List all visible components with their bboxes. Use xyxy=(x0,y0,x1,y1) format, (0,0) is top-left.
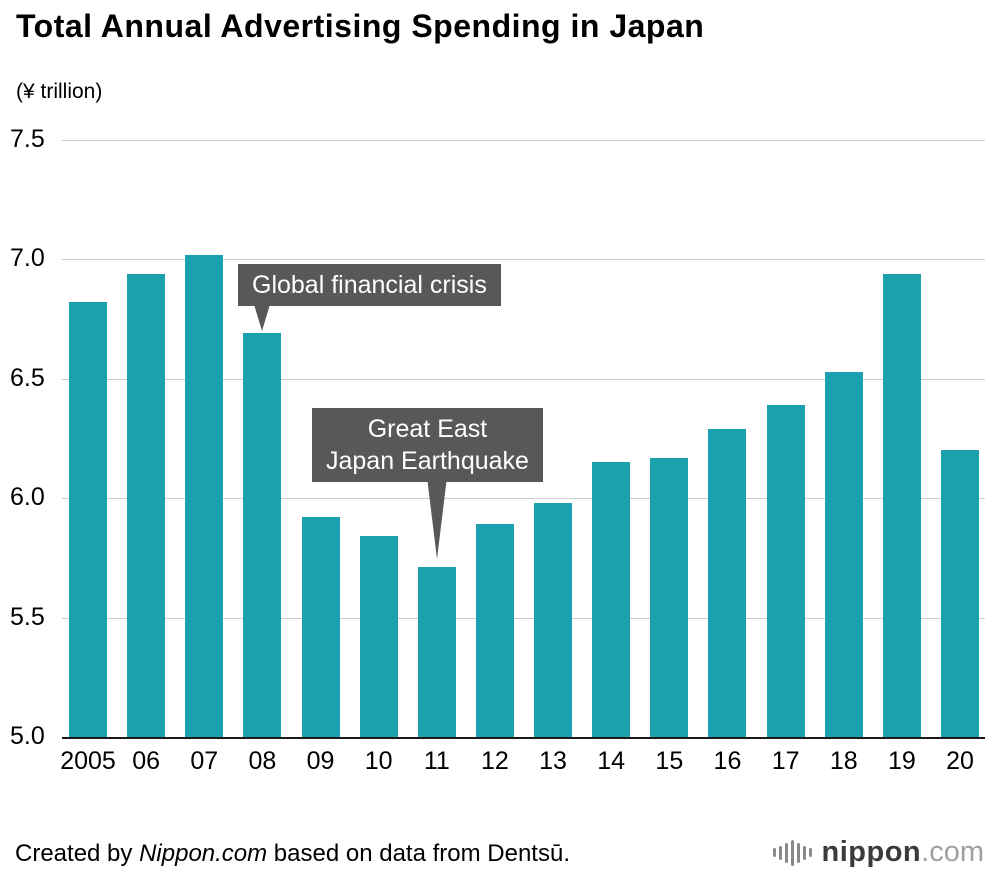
x-axis-tick-label: 10 xyxy=(364,747,393,775)
bar-2005 xyxy=(69,302,107,737)
x-axis-tick-label: 14 xyxy=(597,747,626,775)
credit-suffix: based on data from Dentsū. xyxy=(267,840,570,867)
annotation-crisis-label: Global financial crisis xyxy=(252,271,487,299)
bar-18 xyxy=(824,371,863,737)
annotation-earthquake-line2: Japan Earthquake xyxy=(326,447,529,475)
x-axis-tick-label: 15 xyxy=(655,747,684,775)
bar-14 xyxy=(592,462,631,737)
gridline xyxy=(62,378,985,380)
annotation-crisis-pointer-icon xyxy=(253,301,271,331)
bar-06 xyxy=(127,273,166,737)
bar-08 xyxy=(243,333,282,737)
x-axis-tick-label: 20 xyxy=(946,747,974,775)
annotation-earthquake-line1: Great East xyxy=(367,415,488,443)
x-axis-tick-label: 18 xyxy=(829,747,858,775)
bar-09 xyxy=(301,517,340,737)
x-axis-tick-label: 16 xyxy=(713,747,742,775)
plot-area xyxy=(62,140,985,739)
annotation-global-financial-crisis: Global financial crisis xyxy=(238,264,501,306)
x-axis-tick-label: 07 xyxy=(190,747,219,775)
bar-10 xyxy=(359,536,398,737)
annotation-earthquake-pointer-icon xyxy=(427,477,447,559)
y-axis-tick-label: 7.5 xyxy=(10,125,45,153)
bar-07 xyxy=(185,254,224,737)
y-axis-tick-label: 5.5 xyxy=(10,602,45,631)
bar-15 xyxy=(650,457,689,737)
x-axis-tick-label: 19 xyxy=(887,747,916,775)
credit-prefix: Created by xyxy=(15,840,140,867)
gridline xyxy=(62,140,985,141)
source-credit: Created by Nippon.com based on data from… xyxy=(15,840,570,868)
credit-source-name: Nippon.com xyxy=(139,840,268,867)
gridline xyxy=(62,259,985,261)
x-axis-tick-label: 13 xyxy=(539,747,567,775)
x-axis-tick-label: 06 xyxy=(132,747,161,775)
logo-name-text: nippon xyxy=(821,836,922,868)
chart-title: Total Annual Advertising Spending in Jap… xyxy=(16,8,705,44)
bar-13 xyxy=(534,502,573,737)
annotation-great-east-japan-earthquake: Great East Japan Earthquake xyxy=(312,408,543,482)
bar-17 xyxy=(766,405,805,737)
x-axis-tick-label: 09 xyxy=(306,747,335,775)
nippon-com-logo: nippon .com xyxy=(772,836,984,869)
bar-19 xyxy=(882,273,921,737)
x-axis-line xyxy=(62,737,985,739)
y-axis-tick-label: 6.0 xyxy=(10,483,45,512)
nippon-logo-mark-icon xyxy=(772,839,814,866)
gridline xyxy=(62,498,985,500)
x-axis-tick-label: 08 xyxy=(248,747,277,775)
bar-16 xyxy=(708,428,747,737)
y-axis-tick-label: 6.5 xyxy=(10,363,45,392)
bar-12 xyxy=(475,524,514,737)
y-axis-tick-label: 7.0 xyxy=(10,244,45,273)
x-axis-tick-label: 2005 xyxy=(60,747,116,775)
x-axis-tick-label: 17 xyxy=(771,747,800,775)
y-axis-tick-label: 5.0 xyxy=(10,722,45,750)
y-axis-unit-label: (¥ trillion) xyxy=(16,80,103,103)
x-axis-tick-label: 11 xyxy=(423,747,450,775)
gridline xyxy=(62,617,985,619)
bar-11 xyxy=(417,567,456,737)
x-axis-tick-label: 12 xyxy=(481,747,509,775)
logo-tld-text: .com xyxy=(921,836,984,868)
bar-20 xyxy=(941,450,979,737)
